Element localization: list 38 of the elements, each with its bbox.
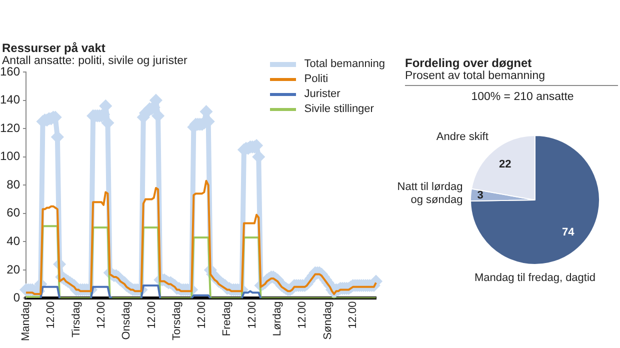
chart-subtitle: Prosent av total bemanning <box>405 70 546 82</box>
y-tick-label: 140 <box>0 92 20 107</box>
legend-label: Sivile stillinger <box>304 102 374 117</box>
x-tick-label: Fredag <box>221 301 234 336</box>
x-tick-label: Onsdag <box>120 301 133 340</box>
x-tick-label: 12.00 <box>246 301 258 329</box>
y-tick-label: 0 <box>13 290 20 305</box>
x-tick-label: 12.00 <box>45 301 58 329</box>
legend-label: Jurister <box>304 87 340 102</box>
data-label: 22 <box>499 158 512 170</box>
chart-subtitle: Antall ansatte: politi, sivile og jurister <box>2 55 188 67</box>
x-tick-label: 12.00 <box>296 301 309 329</box>
slice-label: Mandag til fredag, dagtid <box>474 272 596 284</box>
y-tick-label: 120 <box>0 120 20 135</box>
x-tick-label: 12.00 <box>196 301 208 329</box>
legend-label: Total bemanning <box>304 57 385 72</box>
slice-label: Natt til lørdag og søndag <box>397 180 463 206</box>
x-tick-label: 12.00 <box>146 301 158 329</box>
x-tick-label: Torsdag <box>170 301 183 340</box>
x-tick-label: Lørdag <box>272 301 284 336</box>
chart-title: Fordeling over døgnet <box>405 56 532 70</box>
x-tick-label: 12.00 <box>95 301 108 329</box>
text: 100% = 210 ansatte <box>470 91 575 103</box>
x-tick-label: Søndag <box>322 301 334 340</box>
legend-label: Politi <box>304 72 328 87</box>
x-tick-label: Tirsdag <box>70 301 82 338</box>
y-tick-label: 100 <box>0 149 20 164</box>
y-tick-label: 80 <box>6 177 20 192</box>
slice-label: Andre skift <box>436 130 488 143</box>
chart-title: Ressurser på vakt <box>2 41 106 55</box>
y-tick-label: 40 <box>6 234 20 248</box>
data-label: 3 <box>477 190 484 202</box>
x-tick-label: 12.00 <box>346 301 359 329</box>
y-tick-label: 160 <box>0 64 20 78</box>
y-tick-label: 20 <box>6 262 20 276</box>
y-tick-label: 60 <box>6 206 20 220</box>
x-tick-label: Mandag <box>20 301 32 342</box>
data-label: 74 <box>562 226 576 239</box>
